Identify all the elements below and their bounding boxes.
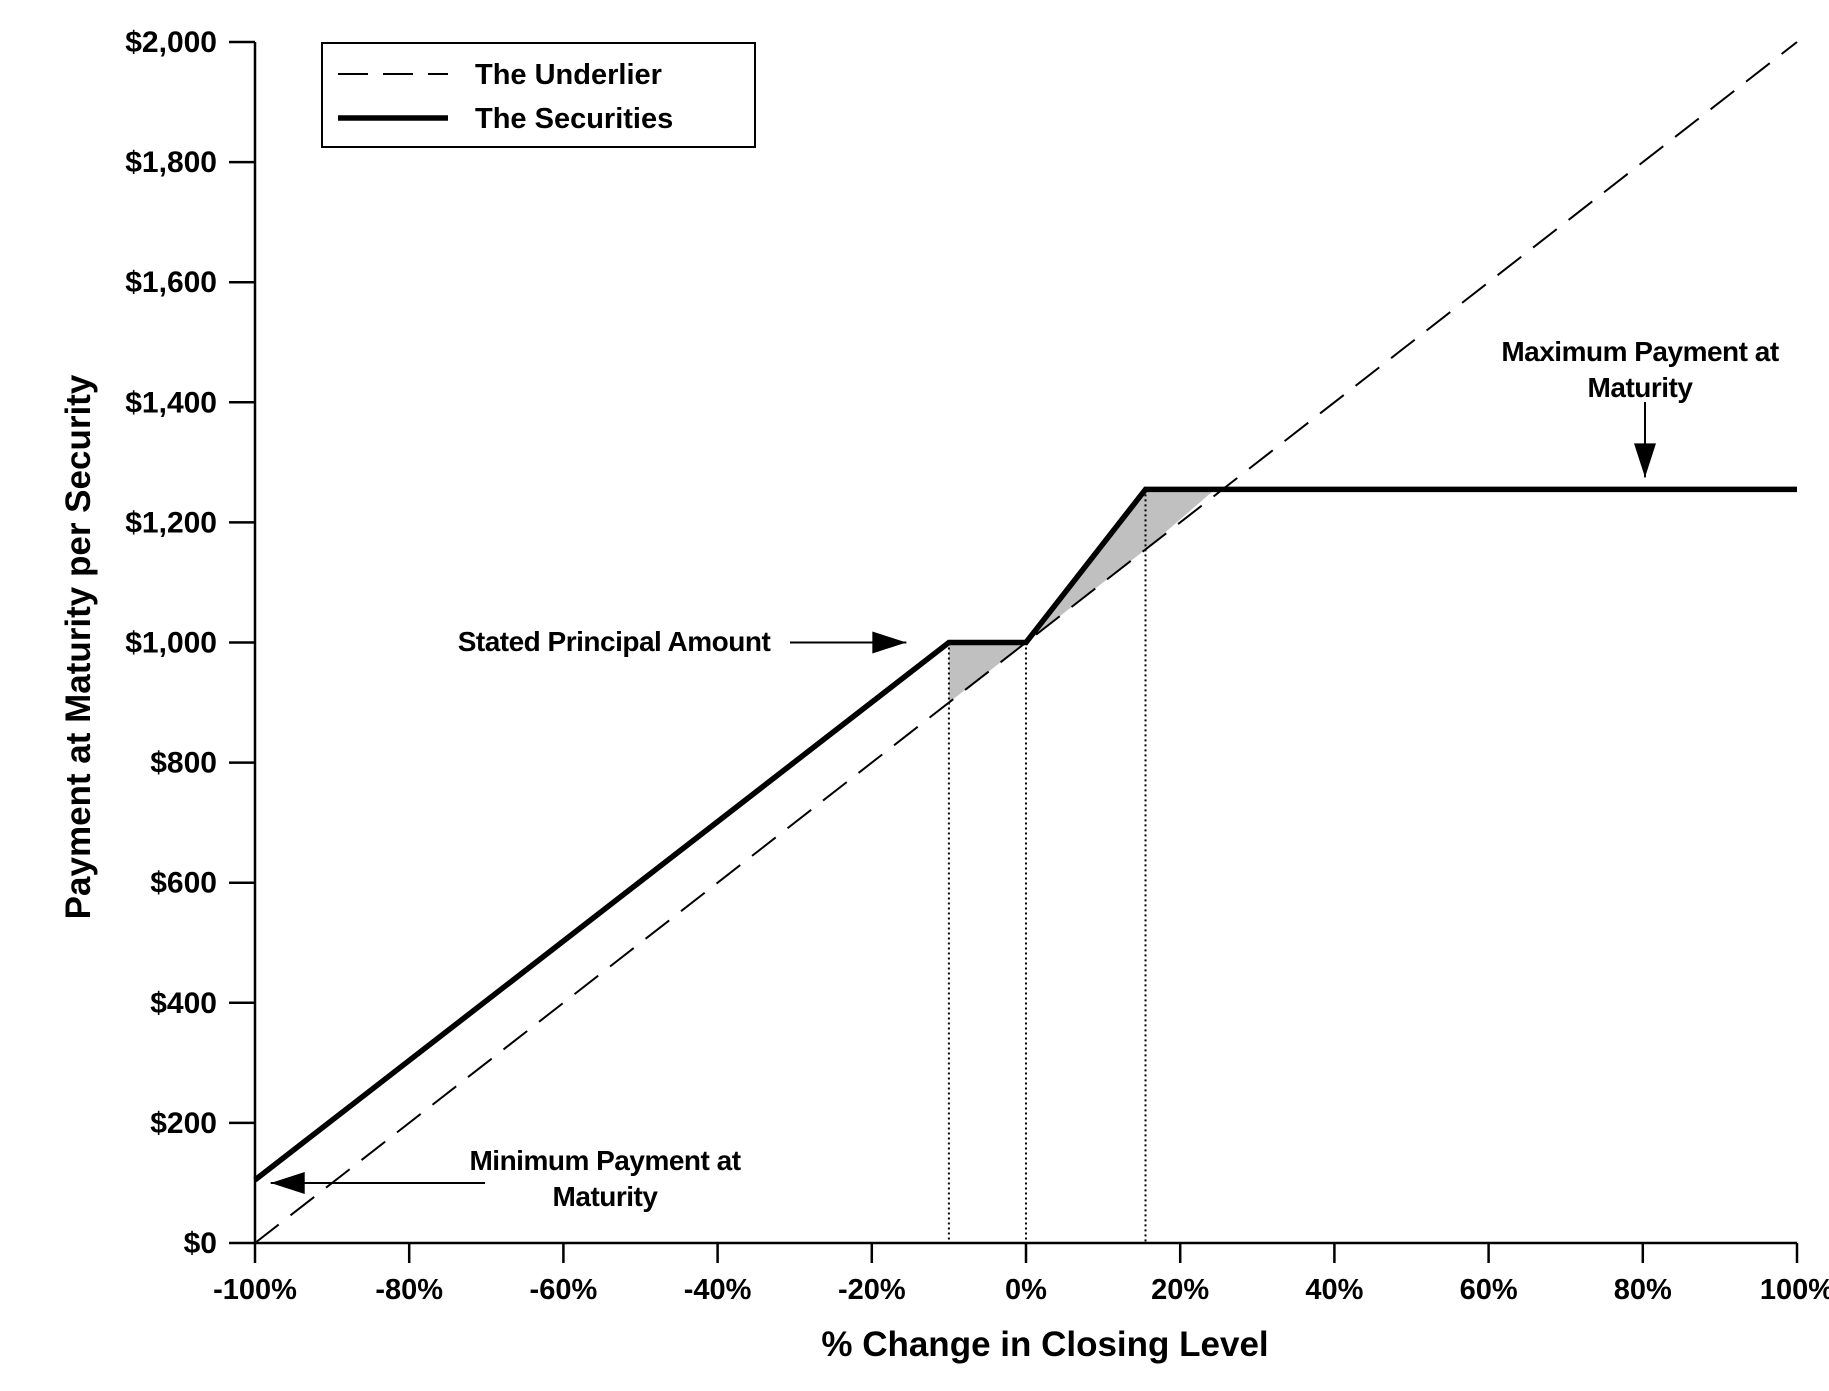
shaded-regions (948, 489, 1215, 703)
y-tick-label: $200 (150, 1107, 217, 1140)
y-tick-label: $2,000 (125, 26, 217, 59)
annotation-min-text: Minimum Payment at (469, 1145, 740, 1176)
x-tick-label: 20% (1151, 1274, 1209, 1306)
x-tick-label: -20% (838, 1274, 906, 1306)
x-tick-label: 0% (1005, 1274, 1047, 1306)
shaded-region-1 (1026, 489, 1215, 643)
y-tick-label: $1,800 (125, 146, 217, 179)
y-tick-label: $1,000 (125, 627, 217, 660)
legend-box (321, 42, 756, 148)
series-lines (253, 41, 1798, 1244)
y-axis-title: Payment at Maturity per Security (59, 374, 98, 919)
y-tick-label: $0 (184, 1227, 217, 1260)
x-tick-label: -60% (530, 1274, 598, 1306)
annotation-stated-arrowhead (872, 631, 907, 654)
x-tick-label: 80% (1614, 1274, 1672, 1306)
x-axis-title: % Change in Closing Level (821, 1325, 1268, 1364)
x-tick-label: -40% (684, 1274, 752, 1306)
legend-label-0: The Underlier (475, 59, 662, 91)
series-line-securities (253, 486, 1797, 1183)
annotations: Stated Principal Amount Maximum Payment a… (270, 336, 1779, 1212)
annotation-max-text: Maximum Payment at (1501, 336, 1778, 367)
x-tick-label: -100% (213, 1274, 297, 1306)
y-tick-label: $1,200 (125, 506, 217, 539)
legend: The Underlier The Securities (321, 42, 756, 148)
annotation-max-text: Maturity (1588, 372, 1694, 403)
annotation-max-arrowhead (1634, 443, 1656, 478)
x-tick-label: 40% (1305, 1274, 1363, 1306)
reference-lines (947, 489, 1147, 1243)
tick-labels: $0 $200 $400 $600 $800 $1,000 $1,200 $1,400 $1,6… (125, 26, 1829, 1306)
series-line-underlier (254, 41, 1798, 1244)
y-tick-label: $800 (150, 747, 217, 780)
y-tick-label: $400 (150, 987, 217, 1020)
legend-label-1: The Securities (475, 103, 673, 135)
annotation-min-text: Maturity (553, 1181, 659, 1212)
x-tick-label: -80% (375, 1274, 443, 1306)
x-tick-label: 100% (1760, 1274, 1829, 1306)
y-tick-label: $1,600 (125, 266, 217, 299)
x-tick-label: 60% (1460, 1274, 1518, 1306)
annotation-min-arrowhead (270, 1171, 305, 1194)
annotation-stated-text: Stated Principal Amount (458, 626, 771, 657)
y-tick-label: $1,400 (125, 386, 217, 419)
y-tick-label: $600 (150, 867, 217, 900)
